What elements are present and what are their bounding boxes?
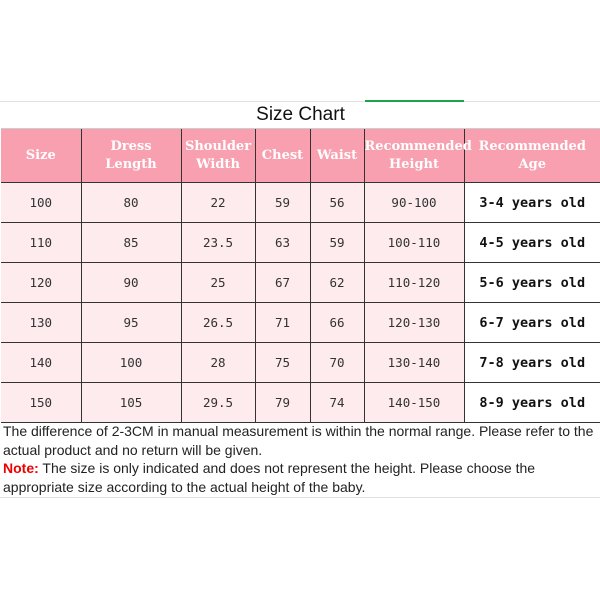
header-label: Waist [316,147,358,163]
table-cell: 5-6 years old [463,262,600,303]
table-cell: 110 [1,222,81,263]
table-cell: 67 [254,262,310,303]
table-cell: 79 [254,382,310,423]
table-cell: 59 [309,222,364,263]
table-cell: 85 [80,222,181,263]
note-text: The size is only indicated and does not … [3,460,536,495]
table-cell: 150 [1,382,81,423]
header-cell: Recommended Height [363,128,472,183]
table-cell: 66 [309,302,364,343]
table-cell: 100 [1,182,81,223]
table-row: 150 105 29.5 79 74 140-150 8-9 years old [1,382,600,423]
header-label: Height [388,156,440,172]
header-cell: Shoulder Width [180,128,255,183]
table-cell: 56 [309,182,364,223]
table-cell: 26.5 [180,302,255,343]
header-label: Recommended [364,138,472,154]
table-cell: 7-8 years old [463,342,600,383]
header-label: Dress [110,138,152,154]
table-row: 140 100 28 75 70 130-140 7-8 years old [1,342,600,383]
table-cell: 4-5 years old [463,222,600,263]
header-cell: Size [1,128,81,183]
table-cell: 140 [1,342,81,383]
table-cell: 105 [80,382,181,423]
size-note: Note: The size is only indicated and doe… [3,459,598,496]
measurement-note: The difference of 2-3CM in manual measur… [3,423,594,458]
table-cell: 3-4 years old [463,182,600,223]
chart-title: Size Chart [1,102,600,129]
table-cell: 100 [80,342,181,383]
table-cell: 71 [254,302,310,343]
header-label: Length [105,156,157,172]
header-cell: Waist [309,128,364,183]
grid-line-top [0,101,600,102]
header-label: Recommended Age [478,138,586,172]
table-row: 120 90 25 67 62 110-120 5-6 years old [1,262,600,303]
table-cell: 95 [80,302,181,343]
table-cell: 140-150 [363,382,464,423]
table-cell: 120-130 [363,302,464,343]
table-cell: 90-100 [363,182,464,223]
table-cell: 80 [80,182,181,223]
table-cell: 6-7 years old [463,302,600,343]
header-cell: Recommended Age [463,128,600,183]
table-cell: 70 [309,342,364,383]
table-cell: 130-140 [363,342,464,383]
table-row: 100 80 22 59 56 90-100 3-4 years old [1,182,600,223]
selected-cell-indicator [365,100,464,102]
table-cell: 59 [254,182,310,223]
table-cell: 62 [309,262,364,303]
table-cell: 23.5 [180,222,255,263]
table-cell: 22 [180,182,255,223]
grid-line-bottom [0,497,600,498]
table-cell: 29.5 [180,382,255,423]
size-chart-table: Size Chart Size Dress Length Shoulder Width C… [1,102,600,423]
notes: The difference of 2-3CM in manual measur… [3,422,598,496]
header-cell: Dress Length [80,128,181,183]
table-cell: 75 [254,342,310,383]
table-row: 130 95 26.5 71 66 120-130 6-7 years old [1,302,600,343]
header-label: Chest [261,147,304,163]
header-label: Size [25,147,56,163]
header-cell: Chest [254,128,310,183]
header-label: Shoulder [184,138,252,154]
table-cell: 130 [1,302,81,343]
table-cell: 74 [309,382,364,423]
table-cell: 100-110 [363,222,464,263]
table-cell: 90 [80,262,181,303]
table-cell: 28 [180,342,255,383]
table-cell: 63 [254,222,310,263]
table-cell: 120 [1,262,81,303]
table-cell: 110-120 [363,262,464,303]
table-row: 110 85 23.5 63 59 100-110 4-5 years old [1,222,600,263]
table-cell: 25 [180,262,255,303]
note-label: Note: [3,460,39,476]
table-cell: 8-9 years old [463,382,600,423]
header-label: Width [196,156,240,172]
